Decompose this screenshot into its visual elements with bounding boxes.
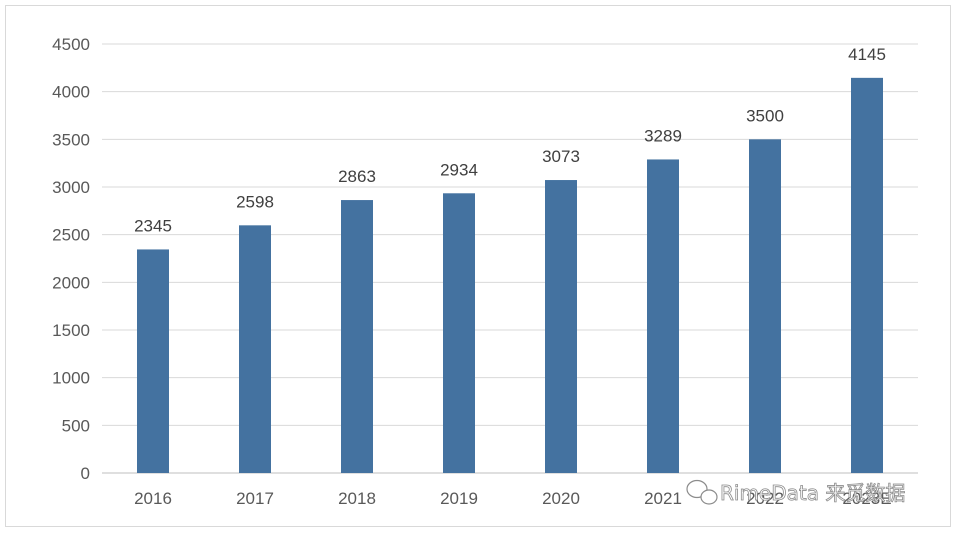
x-tick-label: 2018 <box>338 489 376 508</box>
y-tick-label: 2000 <box>52 273 90 292</box>
bar <box>341 200 373 473</box>
watermark-text: RimeData 来觅数据 <box>720 481 905 505</box>
bar <box>647 159 679 473</box>
x-tick-label: 2020 <box>542 489 580 508</box>
bar <box>239 225 271 473</box>
gridlines <box>102 43 918 474</box>
data-label: 4145 <box>848 45 886 64</box>
y-tick-label: 1000 <box>52 369 90 388</box>
data-label: 3073 <box>542 147 580 166</box>
watermark: RimeData 来觅数据 <box>686 479 906 505</box>
x-tick-label: 2022 <box>746 489 784 508</box>
bar <box>137 249 169 473</box>
data-label: 2598 <box>236 192 274 211</box>
x-axis-ticks: 2016 2017 2018 2019 2020 2021 2022 2023E <box>134 489 892 508</box>
bar <box>851 77 883 474</box>
y-tick-label: 4000 <box>52 83 90 102</box>
wechat-icon <box>686 479 718 505</box>
y-tick-label: 4500 <box>52 35 90 54</box>
y-tick-label: 3500 <box>52 130 90 149</box>
x-tick-label: 2021 <box>644 489 682 508</box>
data-label: 3289 <box>644 126 682 145</box>
y-tick-label: 1500 <box>52 321 90 340</box>
bar <box>749 139 781 474</box>
x-tick-label: 2017 <box>236 489 274 508</box>
y-tick-label: 2500 <box>52 226 90 245</box>
y-tick-label: 3000 <box>52 178 90 197</box>
data-labels: 2345 2598 2863 2934 3073 3289 3500 4145 <box>134 45 886 236</box>
data-label: 2934 <box>440 160 478 179</box>
bars <box>137 77 883 474</box>
x-tick-label: 2019 <box>440 489 478 508</box>
y-axis-ticks: 0 500 1000 1500 2000 2500 3000 3500 4000 4500 <box>52 35 90 483</box>
data-label: 3500 <box>746 106 784 125</box>
x-tick-label: 2023E <box>842 489 891 508</box>
y-tick-label: 0 <box>81 464 90 483</box>
data-label: 2345 <box>134 216 172 235</box>
y-tick-label: 500 <box>62 416 90 435</box>
bar <box>443 193 475 474</box>
x-tick-label: 2016 <box>134 489 172 508</box>
data-label: 2863 <box>338 167 376 186</box>
bar <box>545 180 577 474</box>
